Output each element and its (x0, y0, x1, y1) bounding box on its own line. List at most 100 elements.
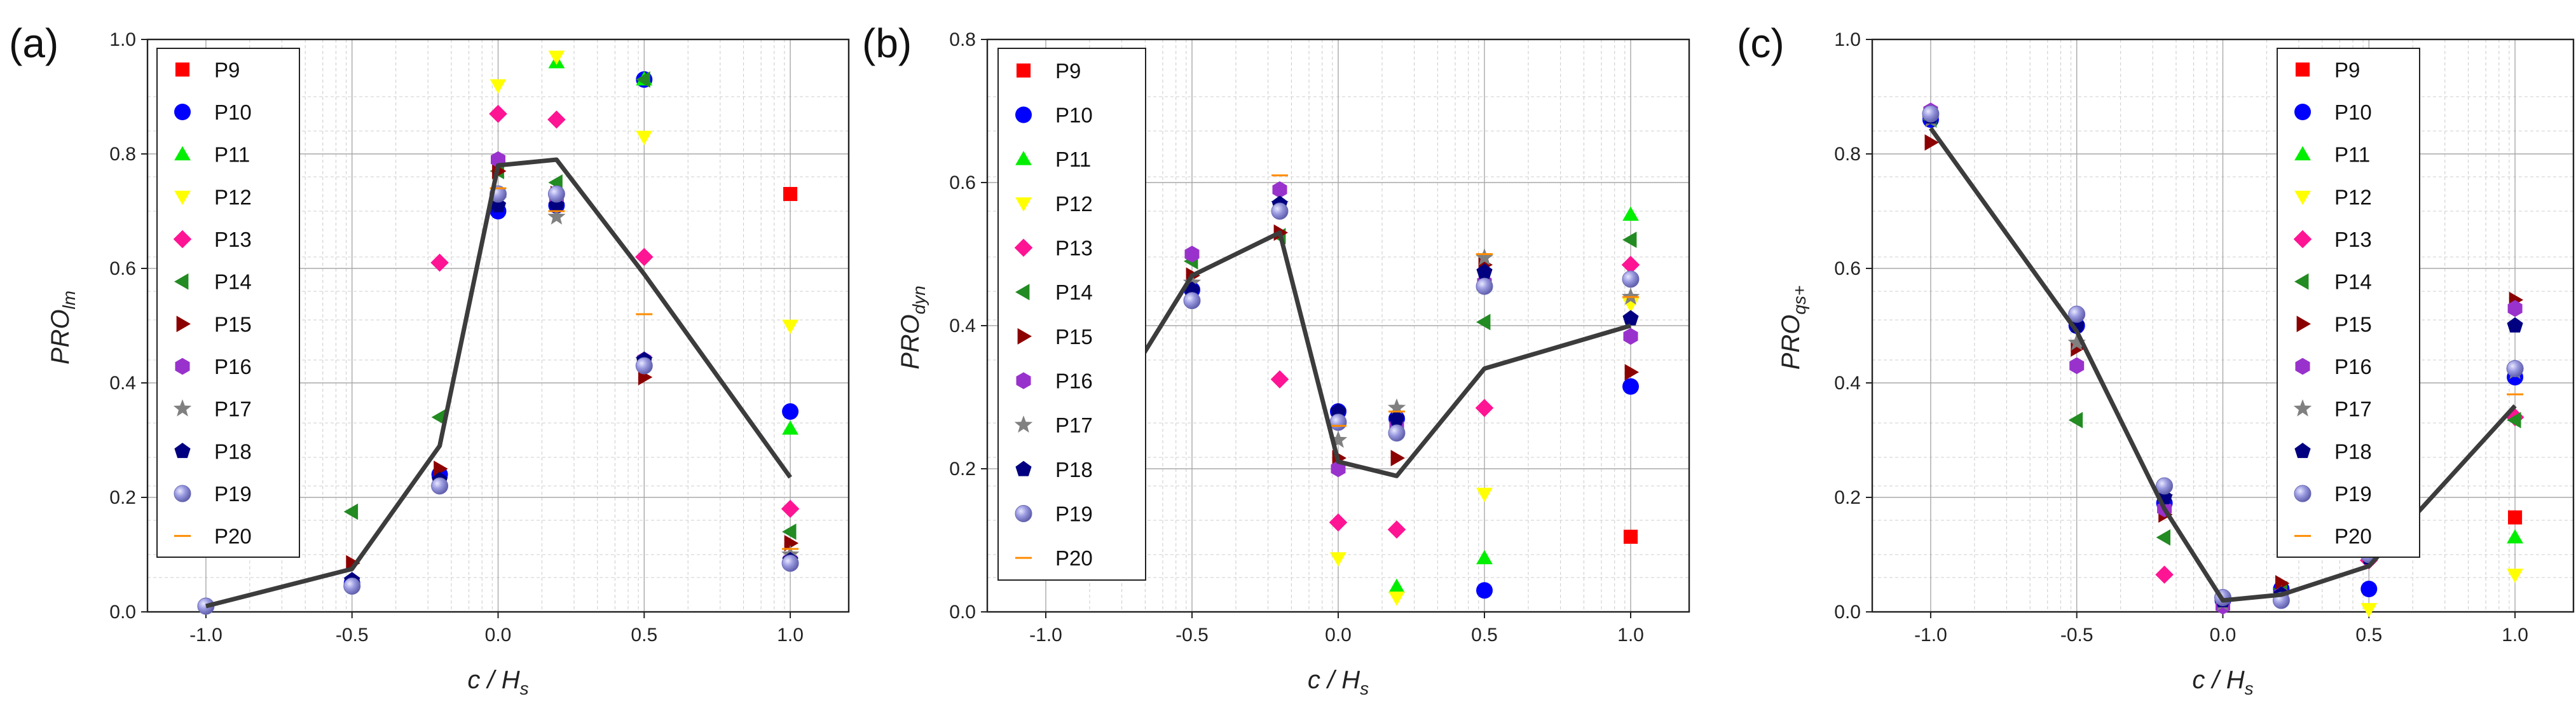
x-axis-title-sub: s (520, 679, 529, 698)
data-point-p11 (1388, 578, 1405, 593)
legend-item: P13 (173, 228, 252, 251)
legend-label: P11 (2334, 143, 2370, 167)
y-tick-label: 1.0 (109, 29, 136, 50)
legend-marker-p9 (2295, 62, 2310, 77)
legend: P9 P10 P11 P12 P13 P14 P15 P16 P17 P18 P19 P20 (156, 48, 300, 558)
data-point-p13 (1475, 399, 1494, 417)
legend-label: P11 (214, 143, 250, 167)
x-tick-label: 1.0 (1617, 625, 1644, 646)
legend-marker-p18 (1015, 460, 1032, 476)
y-axis-title-main: PRO (46, 309, 74, 364)
y-tick-label: 0.0 (1834, 602, 1861, 623)
legend-marker-p13 (173, 230, 192, 249)
legend-item: P19 (174, 482, 252, 506)
legend-item: P15 (2296, 312, 2372, 336)
y-tick-label: 0.4 (1834, 373, 1861, 394)
data-point-p19 (2506, 360, 2524, 377)
data-point-p19 (1388, 424, 1406, 442)
legend-item: P20 (2294, 525, 2372, 548)
legend-marker-p18 (2294, 443, 2311, 459)
legend-marker-p14 (174, 273, 189, 290)
x-tick-label: -1.0 (1914, 625, 1947, 646)
data-point-p16 (1623, 328, 1638, 345)
x-axis-title: c / Hs (2192, 666, 2253, 698)
legend-label: P18 (214, 440, 252, 463)
legend-box (2277, 48, 2420, 558)
data-point-p9 (783, 186, 798, 202)
panel-label: (b) (862, 20, 912, 66)
x-axis-title-sub: s (1360, 679, 1369, 698)
y-axis-title-main: PRO (896, 314, 924, 370)
legend-label: P13 (2334, 228, 2372, 251)
legend-item: P15 (1017, 325, 1093, 349)
y-axis-title: PROlm (46, 291, 79, 364)
legend-label: P9 (214, 58, 240, 81)
x-tick-label: -1.0 (1029, 625, 1062, 646)
data-point-p9 (1623, 529, 1638, 544)
data-point-p12 (1330, 552, 1346, 567)
data-point-p13 (430, 253, 449, 272)
legend-label: P11 (1055, 148, 1091, 171)
legend-item: P9 (1016, 59, 1081, 83)
data-point-p12 (782, 319, 798, 334)
legend-item: P18 (1015, 458, 1093, 481)
data-point-p19 (343, 578, 361, 595)
data-point-p10 (1622, 378, 1639, 395)
data-point-p12 (1476, 487, 1493, 502)
legend-marker-p19 (1015, 505, 1032, 522)
data-point-p14 (2068, 412, 2083, 429)
legend-label: P10 (214, 100, 252, 124)
data-point-p19 (431, 477, 449, 495)
y-axis-title: PROdyn (896, 286, 929, 370)
legend-marker-p13 (2293, 230, 2312, 249)
legend-label: P9 (2334, 58, 2360, 81)
legend-marker-p10 (174, 104, 191, 120)
legend-item: P13 (2293, 228, 2372, 251)
legend-label: P20 (2334, 525, 2372, 548)
data-point-p15 (1624, 364, 1639, 381)
x-tick-label: 0.0 (485, 625, 512, 646)
legend-marker-p10 (1015, 106, 1032, 123)
legend-item: P19 (2294, 482, 2372, 506)
data-point-p18 (2507, 317, 2523, 333)
legend-marker-p15 (176, 315, 191, 333)
legend-item: P17 (2293, 398, 2372, 421)
y-axis-title-sub: lm (59, 291, 79, 310)
legend-label: P16 (214, 355, 252, 378)
data-point-p13 (489, 104, 507, 123)
legend-item: P14 (2294, 270, 2372, 294)
y-tick-label: 0.6 (109, 258, 136, 279)
y-axis-title-sub: qs+ (1790, 286, 1809, 315)
legend-item: P11 (1015, 148, 1091, 171)
legend-marker-p9 (1016, 63, 1031, 78)
data-point-p13 (1387, 520, 1406, 539)
legend-marker-p11 (2294, 146, 2311, 161)
legend-marker-p12 (1015, 197, 1032, 212)
y-tick-label: 0.2 (109, 487, 136, 508)
data-point-p12 (2507, 569, 2523, 583)
legend-label: P10 (2334, 100, 2372, 124)
legend-item: P20 (1015, 546, 1093, 570)
y-tick-label: 0.0 (109, 602, 136, 623)
legend-marker-p9 (175, 62, 190, 77)
data-point-p10 (2360, 581, 2378, 597)
y-tick-label: 0.8 (949, 29, 976, 50)
mean-line (1929, 127, 2517, 603)
legend-item: P12 (1015, 192, 1093, 216)
x-axis-title: c / Hs (467, 666, 528, 698)
data-point-p11 (1622, 206, 1639, 221)
legend-item: P10 (1015, 104, 1093, 127)
legend-item: P19 (1015, 502, 1093, 526)
legend-marker-p16 (175, 357, 190, 375)
legend-item: P10 (2294, 100, 2372, 124)
x-axis-title-sub: s (2245, 679, 2254, 698)
legend-marker-p14 (1015, 284, 1030, 301)
x-tick-label: 0.5 (1471, 625, 1498, 646)
x-tick-label: 1.0 (777, 625, 804, 646)
legend-label: P18 (2334, 440, 2372, 463)
legend-marker-p10 (2294, 104, 2311, 120)
x-tick-label: -0.5 (1175, 625, 1209, 646)
data-point-p19 (1329, 413, 1347, 431)
legend-marker-p11 (174, 146, 191, 161)
